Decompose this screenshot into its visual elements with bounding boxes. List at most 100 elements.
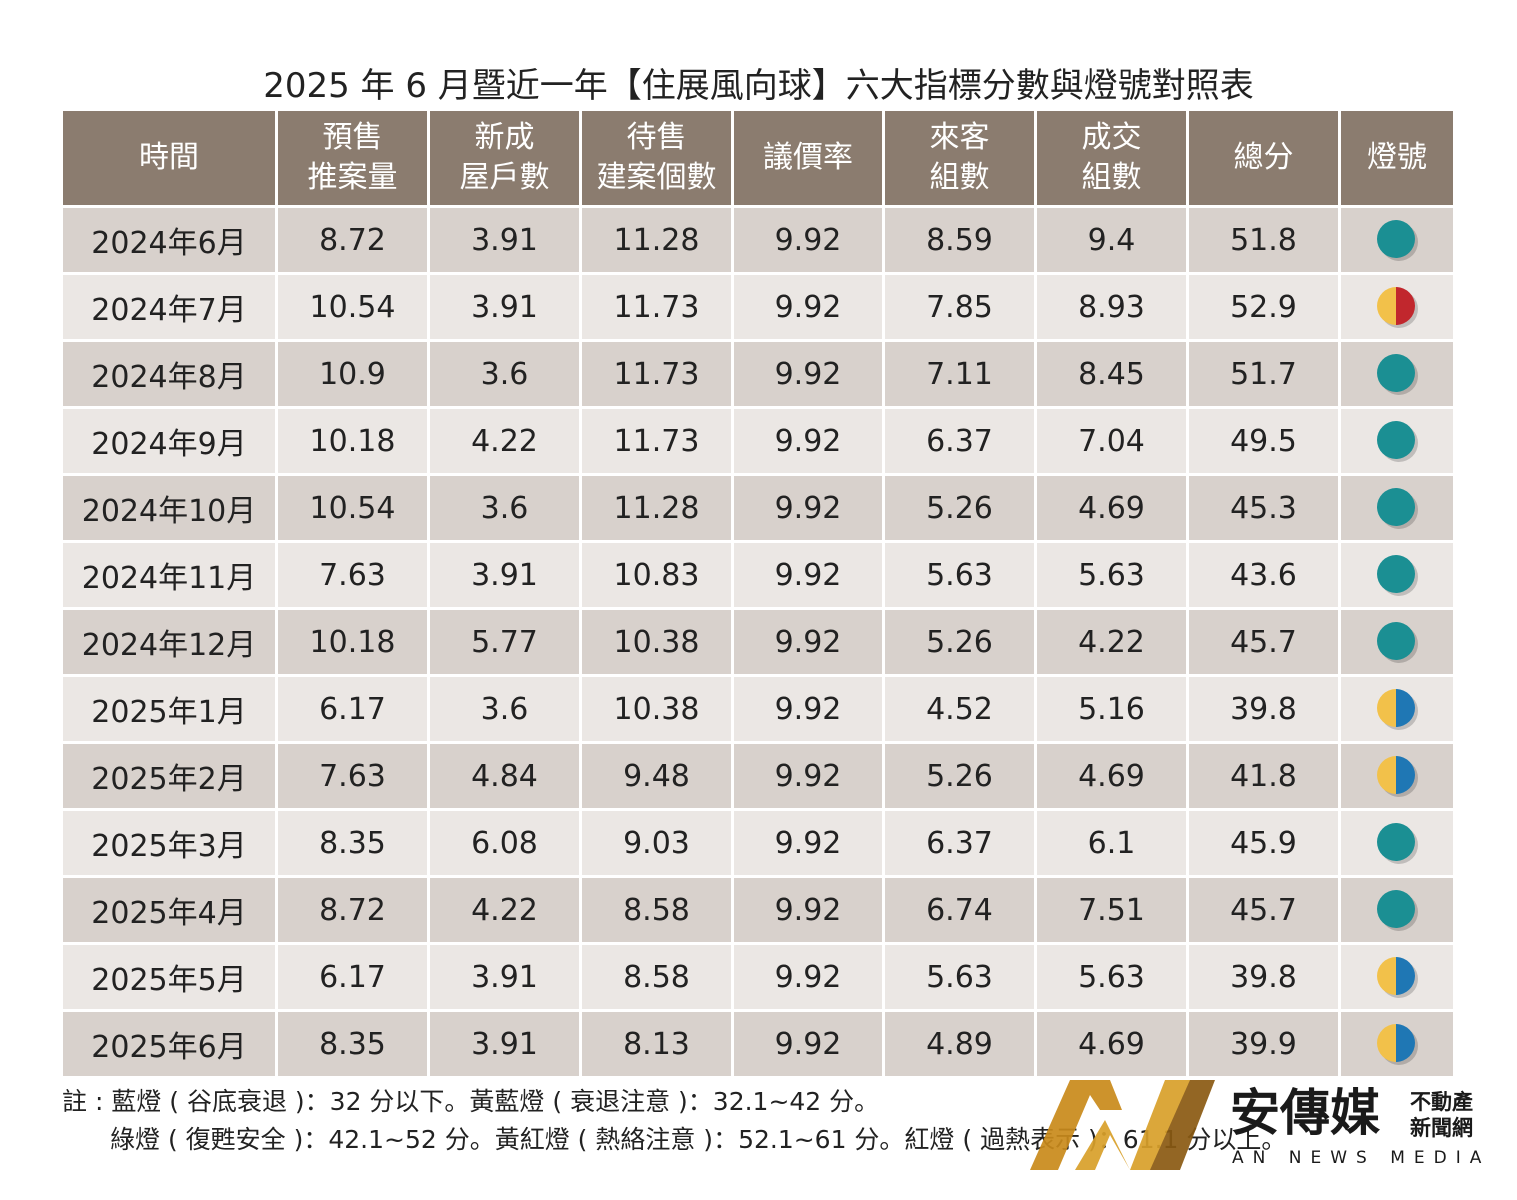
header-text: 來客 — [929, 120, 990, 155]
table-row: 2024年6月 8.72 3.91 11.28 9.92 8.59 9.4 51.8 — [60, 205, 1456, 275]
light-half — [1396, 1024, 1415, 1062]
cell: 9.92 — [731, 272, 885, 342]
light — [1377, 1024, 1418, 1065]
header-text: 時間 — [139, 140, 199, 175]
cell: 6.17 — [275, 674, 430, 744]
header-cell: 來客 組數 — [882, 108, 1037, 208]
light — [1377, 890, 1418, 931]
light-dot — [1377, 421, 1415, 459]
table-row: 2024年9月 10.18 4.22 11.73 9.92 6.37 7.04 49.5 — [60, 406, 1456, 476]
cell: 3.6 — [427, 473, 582, 543]
cell: 3.91 — [427, 942, 582, 1012]
cell: 4.69 — [1034, 741, 1189, 811]
cell: 2025年5月 — [60, 942, 278, 1012]
light — [1377, 756, 1418, 797]
cell: 43.6 — [1186, 540, 1341, 610]
light — [1377, 287, 1418, 328]
light-half — [1396, 689, 1415, 727]
light-cell — [1338, 942, 1456, 1012]
cell: 39.8 — [1186, 674, 1341, 744]
cell: 8.13 — [579, 1009, 734, 1079]
light — [1377, 622, 1418, 663]
cell: 10.9 — [275, 339, 430, 409]
light-cell — [1338, 741, 1456, 811]
cell: 5.63 — [1034, 942, 1189, 1012]
light-cell — [1338, 1009, 1456, 1079]
cell: 49.5 — [1186, 406, 1341, 476]
light-dot — [1377, 555, 1415, 593]
cell: 9.92 — [731, 406, 885, 476]
light-cell — [1338, 339, 1456, 409]
table-row: 2024年10月 10.54 3.6 11.28 9.92 5.26 4.69 45.3 — [60, 473, 1456, 543]
header-cell: 議價率 — [731, 108, 885, 208]
light — [1377, 421, 1418, 462]
cell: 45.7 — [1186, 875, 1341, 945]
header-text: 建案個數 — [596, 160, 717, 195]
cell: 9.92 — [731, 339, 885, 409]
cell: 11.28 — [579, 473, 734, 543]
light-cell — [1338, 607, 1456, 677]
cell: 8.58 — [579, 875, 734, 945]
cell: 5.63 — [882, 540, 1037, 610]
note-label: 註 : — [62, 1087, 104, 1116]
light-half — [1396, 957, 1415, 995]
cell: 45.3 — [1186, 473, 1341, 543]
logo: 安傳媒 不動產 新聞網 AN NEWS MEDIA — [1030, 1080, 1490, 1170]
cell: 6.1 — [1034, 808, 1189, 878]
light-dot — [1377, 823, 1415, 861]
cell: 9.48 — [579, 741, 734, 811]
cell: 3.6 — [427, 674, 582, 744]
header-text: 議價率 — [763, 140, 853, 175]
light-dot — [1377, 354, 1415, 392]
header-cell: 預售 推案量 — [275, 108, 430, 208]
logo-shape — [1030, 1080, 1122, 1170]
cell: 10.54 — [275, 272, 430, 342]
cell: 8.35 — [275, 808, 430, 878]
cell: 5.16 — [1034, 674, 1189, 744]
header-cell: 總分 — [1186, 108, 1341, 208]
table-row: 2024年11月 7.63 3.91 10.83 9.92 5.63 5.63 43.6 — [60, 540, 1456, 610]
light-cell — [1338, 875, 1456, 945]
cell: 2024年6月 — [60, 205, 278, 275]
light-cell — [1338, 540, 1456, 610]
cell: 11.73 — [579, 272, 734, 342]
cell: 9.92 — [731, 741, 885, 811]
light — [1377, 220, 1418, 261]
cell: 9.92 — [731, 607, 885, 677]
cell: 9.92 — [731, 1009, 885, 1079]
cell: 9.92 — [731, 674, 885, 744]
cell: 10.54 — [275, 473, 430, 543]
table-body: 2024年6月 8.72 3.91 11.28 9.92 8.59 9.4 51.8 2024年… — [60, 205, 1456, 1079]
cell: 6.17 — [275, 942, 430, 1012]
light-half — [1377, 756, 1396, 794]
cell: 9.92 — [731, 473, 885, 543]
note-line: 註 : 藍燈 ( 谷底衰退 )：32 分以下。黃藍燈 ( 衰退注意 )：32.1… — [62, 1083, 1286, 1121]
cell: 5.63 — [882, 942, 1037, 1012]
table-row: 2025年1月 6.17 3.6 10.38 9.92 4.52 5.16 39.8 — [60, 674, 1456, 744]
table-row: 2025年2月 7.63 4.84 9.48 9.92 5.26 4.69 41.8 — [60, 741, 1456, 811]
logo-english: AN NEWS MEDIA — [1232, 1148, 1490, 1168]
cell: 4.84 — [427, 741, 582, 811]
cell: 2024年12月 — [60, 607, 278, 677]
logo-tag: 新聞網 — [1410, 1116, 1473, 1140]
logo-shape — [1150, 1080, 1215, 1170]
light-half — [1396, 287, 1415, 325]
table-row: 2024年12月 10.18 5.77 10.38 9.92 5.26 4.22 45.7 — [60, 607, 1456, 677]
header-cell: 待售 建案個數 — [579, 108, 734, 208]
cell: 45.7 — [1186, 607, 1341, 677]
cell: 6.74 — [882, 875, 1037, 945]
cell: 10.38 — [579, 607, 734, 677]
cell: 9.4 — [1034, 205, 1189, 275]
light-dot — [1377, 890, 1415, 928]
cell: 4.69 — [1034, 1009, 1189, 1079]
cell: 2024年8月 — [60, 339, 278, 409]
cell: 2024年11月 — [60, 540, 278, 610]
light-half — [1396, 756, 1415, 794]
cell: 8.93 — [1034, 272, 1189, 342]
cell: 11.28 — [579, 205, 734, 275]
cell: 4.69 — [1034, 473, 1189, 543]
cell: 45.9 — [1186, 808, 1341, 878]
light-cell — [1338, 674, 1456, 744]
cell: 10.38 — [579, 674, 734, 744]
